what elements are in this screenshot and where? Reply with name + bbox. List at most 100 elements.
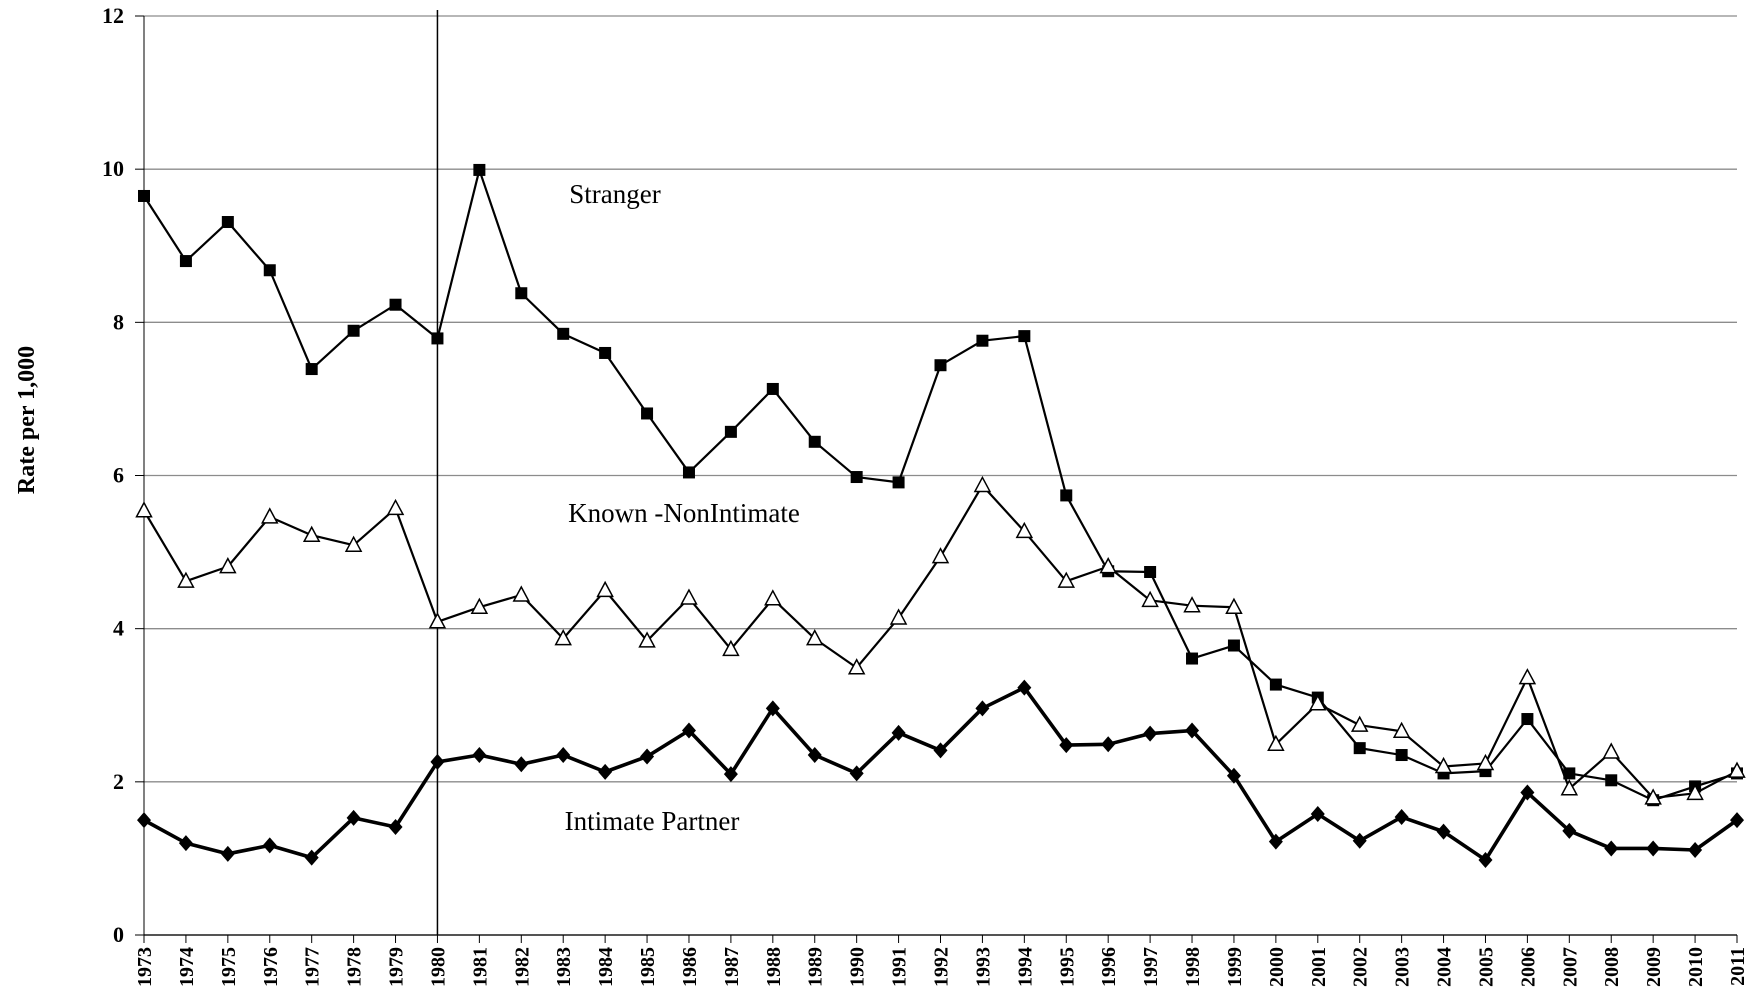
data-point [386, 498, 405, 516]
data-point [931, 547, 950, 564]
data-point [221, 216, 234, 229]
data-point [1478, 851, 1493, 868]
data-point [805, 629, 824, 646]
data-point [179, 255, 192, 268]
x-tick-label: 1974 [176, 947, 198, 987]
series-label: Intimate Partner [565, 806, 740, 836]
data-point [807, 747, 822, 764]
data-point [304, 849, 319, 866]
y-tick-label: 4 [113, 616, 124, 641]
data-point [889, 608, 908, 625]
data-point [640, 748, 655, 765]
data-point [428, 612, 447, 629]
data-point [177, 571, 195, 588]
data-point [1688, 841, 1703, 858]
x-tick-label: 1981 [469, 947, 491, 987]
data-point [302, 525, 321, 542]
series-label: Stranger [569, 179, 660, 209]
data-point [1394, 809, 1409, 826]
data-point [1560, 779, 1579, 796]
data-point [388, 819, 403, 836]
data-point [1226, 767, 1241, 784]
x-tick-label: 2000 [1266, 947, 1288, 987]
data-point [722, 639, 740, 657]
data-point [1267, 734, 1285, 752]
data-point [1310, 805, 1325, 822]
data-point [1518, 668, 1537, 685]
x-tick-label: 2010 [1685, 947, 1707, 987]
x-tick-label: 1978 [344, 947, 366, 987]
data-point [262, 837, 277, 854]
y-tick-label: 10 [102, 156, 124, 181]
x-tick-label: 2007 [1559, 947, 1581, 987]
data-point [764, 589, 782, 606]
x-tick-label: 1987 [721, 947, 743, 987]
data-point [556, 747, 571, 764]
data-point [305, 363, 318, 376]
x-tick-label: 2004 [1434, 947, 1456, 987]
y-tick-label: 12 [102, 3, 124, 28]
data-point [344, 535, 363, 552]
data-point [1099, 557, 1117, 574]
data-point [1057, 571, 1076, 588]
data-point [641, 407, 654, 420]
x-tick-label: 1976 [260, 947, 282, 987]
data-point [1728, 761, 1746, 778]
data-point [1185, 722, 1200, 739]
x-tick-label: 1985 [637, 947, 659, 987]
data-point [1268, 833, 1283, 850]
data-point [766, 382, 779, 395]
data-point [515, 287, 528, 300]
x-tick-label: 1992 [931, 947, 953, 987]
data-point [1604, 840, 1619, 857]
data-point [1646, 840, 1661, 857]
data-point [976, 334, 989, 347]
x-tick-label: 1984 [595, 947, 617, 987]
data-point [849, 765, 864, 782]
data-point [1392, 721, 1411, 739]
data-point [1602, 742, 1620, 759]
series-line [143, 685, 1739, 862]
x-tick-label: 2005 [1475, 947, 1497, 987]
data-point [1018, 330, 1031, 343]
data-point [135, 501, 153, 518]
x-tick-label: 1990 [847, 947, 869, 987]
data-point [430, 753, 445, 770]
data-point [514, 756, 529, 773]
data-point [638, 631, 656, 648]
data-point [137, 812, 151, 829]
x-tick-label: 1993 [972, 947, 994, 987]
x-tick-label: 2003 [1392, 947, 1414, 987]
x-tick-label: 1991 [889, 947, 911, 987]
x-tick-label: 2009 [1643, 947, 1665, 987]
data-point [1644, 788, 1662, 805]
data-point [1395, 749, 1408, 762]
data-point [1563, 767, 1576, 780]
data-point [1521, 713, 1534, 726]
x-tick-label: 1989 [805, 947, 827, 987]
data-point [934, 359, 947, 372]
data-point [681, 722, 696, 739]
data-point [1143, 725, 1158, 742]
data-point [219, 557, 237, 574]
data-point [557, 327, 570, 340]
data-point [1562, 822, 1577, 839]
data-point [596, 580, 614, 598]
data-point [346, 809, 361, 826]
series-line [143, 168, 1738, 802]
data-point [975, 700, 990, 717]
x-tick-label: 1979 [386, 947, 408, 987]
data-point [808, 435, 821, 448]
data-point [680, 588, 698, 605]
data-point [1015, 521, 1034, 539]
data-point [178, 835, 193, 852]
data-point [1476, 753, 1495, 771]
x-tick-label: 1999 [1224, 947, 1246, 987]
y-tick-label: 0 [113, 922, 124, 947]
data-point [724, 425, 737, 438]
x-tick-label: 1996 [1098, 947, 1120, 987]
data-point [973, 475, 992, 493]
series-label: Known -NonIntimate [568, 498, 800, 528]
data-point [473, 163, 486, 176]
